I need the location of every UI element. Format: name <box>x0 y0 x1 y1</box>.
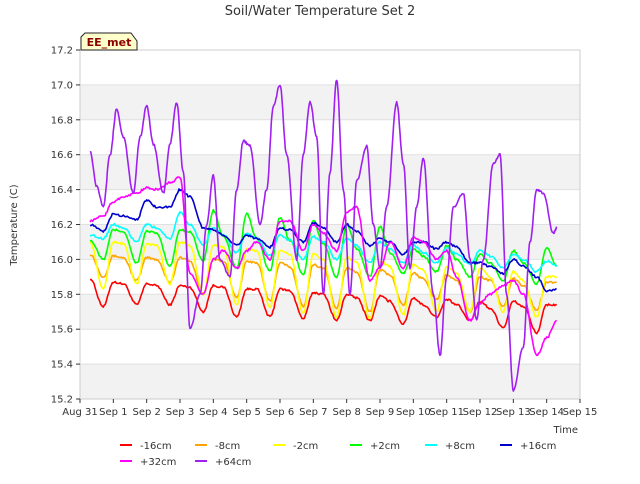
station-tag-label: EE_met <box>87 36 132 49</box>
y-tick-label: 15.2 <box>51 395 73 406</box>
grid-band <box>80 364 580 399</box>
legend-label: -2cm <box>293 441 318 452</box>
x-tick-label: Sep 15 <box>563 407 598 418</box>
x-tick-label: Sep 12 <box>463 407 498 418</box>
station-tag: EE_met <box>80 32 138 51</box>
x-tick-label: Sep 4 <box>199 407 227 418</box>
series-line-+32cm <box>89 176 558 357</box>
legend-label: -16cm <box>140 441 172 452</box>
legend: -16cm -8cm -2cm +2cm +8cm +16cm +32cm +64cm <box>120 441 556 468</box>
x-tick-label: Sep 6 <box>266 407 294 418</box>
series-line--2cm <box>89 240 558 319</box>
x-tick-label: Sep 5 <box>232 407 260 418</box>
x-tick-label: Aug 31 <box>62 407 97 418</box>
legend-label: +32cm <box>140 457 176 468</box>
y-tick-label: 15.8 <box>51 290 73 301</box>
y-tick-label: 16.6 <box>51 150 73 161</box>
x-axis-label: Time <box>553 425 578 436</box>
y-axis-label: Temperature (C) <box>9 184 20 266</box>
y-tick-label: 16.0 <box>51 255 73 266</box>
y-tick-label: 15.4 <box>51 360 73 371</box>
legend-label: +16cm <box>520 441 556 452</box>
y-axis: 15.2 15.4 15.6 15.8 16.0 16.2 16.4 16.6 16.8 17.0… <box>51 46 80 406</box>
x-tick-label: Sep 13 <box>496 407 531 418</box>
series-line-+16cm <box>90 188 557 293</box>
series-layer <box>89 79 558 392</box>
legend-label: +8cm <box>445 441 475 452</box>
x-tick-label: Sep 3 <box>166 407 194 418</box>
x-axis: Aug 31 Sep 1 Sep 2 Sep 3 Sep 4 Sep 5 Sep 6 Sep … <box>62 399 597 418</box>
series-line-+64cm <box>89 79 558 392</box>
x-tick-label: Sep 1 <box>99 407 127 418</box>
x-tick-label: Sep 10 <box>396 407 431 418</box>
legend-label: +2cm <box>370 441 400 452</box>
x-tick-label: Sep 9 <box>366 407 394 418</box>
legend-label: +64cm <box>215 457 251 468</box>
y-tick-label: 15.6 <box>51 325 73 336</box>
y-tick-label: 17.0 <box>51 80 73 91</box>
x-tick-label: Sep 2 <box>132 407 160 418</box>
x-tick-label: Sep 8 <box>332 407 360 418</box>
grid-band <box>80 294 580 330</box>
series-line-+2cm <box>89 208 558 286</box>
series-line-+8cm <box>89 211 558 273</box>
y-tick-label: 16.4 <box>51 185 73 196</box>
x-tick-label: Sep 14 <box>529 407 564 418</box>
station-tag-box <box>80 32 138 51</box>
y-tick-label: 16.2 <box>51 220 73 231</box>
x-tick-label: Sep 11 <box>429 407 464 418</box>
chart-title: Soil/Water Temperature Set 2 <box>225 4 416 19</box>
legend-label: -8cm <box>215 441 240 452</box>
series-line--8cm <box>89 254 557 314</box>
x-tick-label: Sep 7 <box>299 407 327 418</box>
grid-band <box>80 84 580 120</box>
y-tick-label: 17.2 <box>51 46 73 57</box>
y-tick-label: 16.8 <box>51 115 73 126</box>
